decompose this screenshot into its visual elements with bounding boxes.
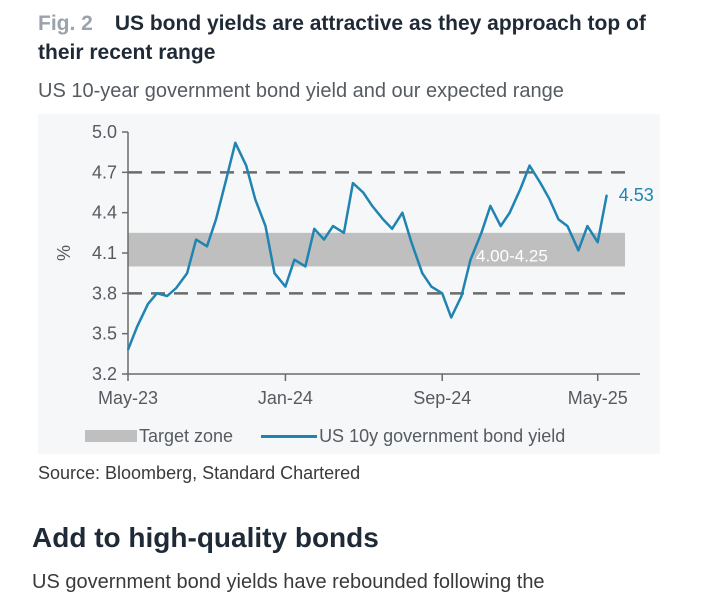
yield-point (371, 205, 373, 207)
section-heading: Add to high-quality bonds (32, 522, 379, 553)
yield-point (245, 164, 248, 167)
yield-point (264, 225, 267, 227)
yield-point (596, 241, 599, 244)
yield-chart: 4.00-4.25 5.0 4.7 4.4 4.1 3.8 3.5 3.2% May-23 Jan… (54, 122, 654, 408)
x-tick-label-3: May-25 (568, 388, 628, 408)
yield-point (410, 241, 413, 244)
yield-point (293, 258, 296, 261)
yield-point (136, 326, 138, 328)
legend-swatch-yield (261, 434, 318, 438)
y-tick-label-3: 4.1 (92, 243, 117, 263)
yield-point (352, 182, 354, 184)
yield-point (313, 228, 316, 230)
yield-point (586, 225, 589, 227)
y-tick-label-5: 3.5 (92, 324, 117, 344)
chart-subtitle: US 10-year government bond yield and our… (38, 80, 564, 102)
yield-point (401, 211, 404, 214)
figure-number: Fig. 2 (38, 12, 93, 35)
yield-point (548, 198, 551, 201)
chart-legend: Target zone US 10y government bond yield (85, 424, 593, 448)
yield-point (175, 287, 177, 289)
yield-point (284, 285, 287, 288)
yield-point (166, 295, 168, 297)
yield-point (480, 232, 483, 234)
x-tick-label-0: May-23 (98, 388, 158, 408)
yield-series-line (126, 141, 608, 351)
yield-point (332, 225, 334, 227)
yield-point (557, 218, 560, 221)
chart-panel: 4.00-4.25 5.0 4.7 4.4 4.1 3.8 3.5 3.2% May-23 Jan… (38, 114, 660, 454)
x-tick-label-1: Jan-24 (258, 388, 313, 408)
body-paragraph: US government bond yields have rebounded… (32, 571, 545, 593)
yield-point (528, 164, 531, 167)
yield-point (450, 316, 453, 319)
target-zone-label: 4.00-4.25 (476, 246, 548, 265)
yield-point (499, 225, 502, 227)
yield-point (469, 258, 472, 261)
last-value-label: 4.53 (619, 185, 654, 205)
x-tick-label-2: Sep-24 (413, 388, 471, 408)
yield-point (519, 187, 522, 190)
y-axis-label: % (54, 245, 74, 261)
yield-point (215, 218, 217, 221)
yield-point (430, 285, 433, 288)
y-tick-label-6: 3.2 (92, 364, 117, 384)
source-note: Source: Bloomberg, Standard Chartered (38, 463, 361, 483)
yield-point (441, 292, 444, 295)
legend-label-yield: US 10y government bond yield (319, 425, 566, 446)
yield-point (225, 178, 228, 180)
legend-swatch-target-zone (85, 430, 137, 442)
legend-item-target-zone: Target zone (85, 426, 233, 447)
yield-point (127, 349, 129, 351)
yield-point (605, 194, 608, 196)
yield-point (323, 238, 325, 241)
yield-point (539, 182, 542, 184)
y-tick-label-1: 4.7 (92, 162, 117, 182)
yield-point (156, 292, 158, 295)
y-tick-label-4: 3.8 (92, 283, 117, 303)
yield-point (421, 272, 424, 274)
target-zone-band (128, 232, 625, 267)
legend-item-yield: US 10y government bond yield (261, 426, 565, 447)
yield-point (304, 265, 307, 268)
figure-title: Fig. 2 US bond yields are attractive as t… (38, 9, 678, 67)
yield-point (508, 211, 511, 214)
legend-label-target-zone: Target zone (139, 425, 234, 446)
yield-point (577, 249, 580, 252)
y-tick-label-0: 5.0 (92, 122, 117, 142)
yield-point (460, 295, 463, 297)
yield-point (566, 225, 569, 227)
yield-point (195, 238, 197, 241)
yield-point (382, 218, 384, 221)
yield-point (234, 141, 237, 144)
yield-point (206, 245, 208, 248)
yield-point (186, 272, 188, 274)
yield-point (147, 303, 149, 305)
yield-point (489, 205, 492, 207)
y-tick-label-2: 4.4 (92, 203, 117, 223)
yield-point (254, 198, 257, 201)
yield-point (391, 228, 393, 230)
yield-point (362, 191, 364, 194)
figure-title-text: US bond yields are attractive as they ap… (38, 12, 646, 64)
yield-point (273, 272, 276, 274)
yield-point (343, 232, 345, 234)
